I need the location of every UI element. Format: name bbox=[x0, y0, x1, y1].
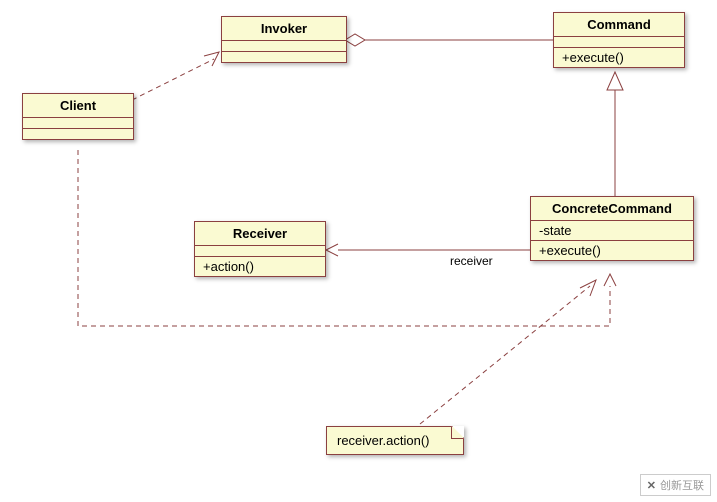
class-client-attrs bbox=[23, 118, 133, 129]
class-client: Client bbox=[22, 93, 134, 140]
class-invoker-ops bbox=[222, 52, 346, 62]
watermark-text: 创新互联 bbox=[660, 477, 704, 493]
class-invoker: Invoker bbox=[221, 16, 347, 63]
class-command: Command +execute() bbox=[553, 12, 685, 68]
watermark-icon: ✕ bbox=[647, 479, 656, 492]
edge-note-concrete bbox=[420, 286, 590, 424]
diamond-aggregation bbox=[345, 34, 365, 46]
note-receiver-action: receiver.action() bbox=[326, 426, 464, 455]
arrow-open-ne2 bbox=[580, 280, 596, 296]
class-receiver-ops: +action() bbox=[195, 257, 325, 276]
arrow-open-left bbox=[326, 244, 338, 256]
class-concrete-name: ConcreteCommand bbox=[531, 197, 693, 221]
class-receiver-name: Receiver bbox=[195, 222, 325, 246]
class-command-ops: +execute() bbox=[554, 48, 684, 67]
class-invoker-name: Invoker bbox=[222, 17, 346, 41]
arrow-open-up bbox=[604, 274, 616, 286]
edge-client-invoker bbox=[132, 59, 214, 100]
class-invoker-attrs bbox=[222, 41, 346, 52]
watermark: ✕ 创新互联 bbox=[640, 474, 711, 496]
class-concrete-attrs: -state bbox=[531, 221, 693, 241]
class-receiver-attrs bbox=[195, 246, 325, 257]
triangle-generalization bbox=[607, 72, 623, 90]
class-receiver: Receiver +action() bbox=[194, 221, 326, 277]
class-concrete-ops: +execute() bbox=[531, 241, 693, 260]
class-client-name: Client bbox=[23, 94, 133, 118]
class-concrete-command: ConcreteCommand -state +execute() bbox=[530, 196, 694, 261]
arrow-open-ne bbox=[204, 52, 219, 66]
note-text: receiver.action() bbox=[337, 433, 429, 448]
class-command-attrs bbox=[554, 37, 684, 48]
class-client-ops bbox=[23, 129, 133, 139]
class-command-name: Command bbox=[554, 13, 684, 37]
edge-label-receiver: receiver bbox=[450, 254, 493, 268]
